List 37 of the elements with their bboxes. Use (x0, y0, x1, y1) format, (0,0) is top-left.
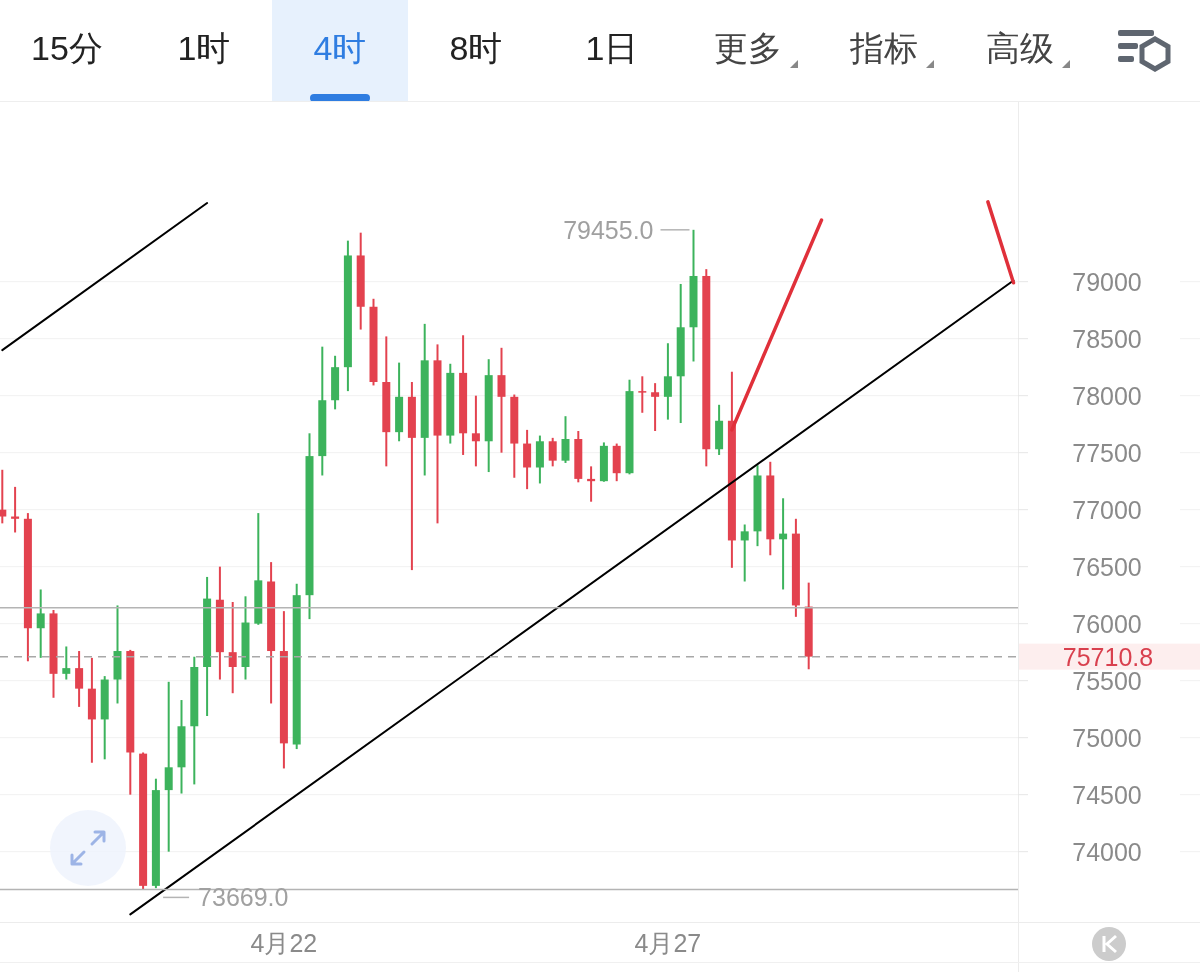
candlestick (75, 650, 84, 708)
text: 8时 (449, 29, 503, 67)
text: 1时 (177, 29, 231, 67)
candlestick (561, 415, 570, 464)
y-tick-label: 76500 (1072, 552, 1142, 581)
y-tick-label: 74000 (1072, 837, 1142, 866)
text: 15分 (31, 29, 103, 67)
x-tick-label: 4月22 (250, 929, 318, 957)
candlestick (471, 394, 480, 468)
y-tick-label: 79000 (1072, 267, 1142, 296)
candlestick (663, 342, 672, 421)
candlestick (36, 588, 45, 659)
candlestick (164, 680, 173, 853)
y-tick-label: 78500 (1072, 324, 1142, 353)
x-tick-label: 4月27 (634, 929, 702, 957)
y-tick-label: 77500 (1072, 438, 1142, 467)
annotation: 79455.0 (563, 215, 654, 244)
candlestick (740, 523, 749, 583)
candlestick (651, 382, 660, 433)
text: 指标 (849, 29, 918, 67)
text: 1日 (585, 29, 639, 67)
candlestick (62, 645, 71, 681)
y-tick-label: 76000 (1072, 609, 1142, 638)
text: 高级 (986, 29, 1054, 67)
candlestick (548, 436, 557, 468)
candlestick (497, 346, 506, 454)
y-tick-label: 78000 (1072, 381, 1142, 410)
y-tick-label: 75000 (1072, 723, 1142, 752)
candlestick (228, 601, 237, 695)
text: 更多 (714, 29, 782, 67)
y-tick-label: 74500 (1072, 780, 1142, 809)
candlestick (0, 468, 7, 525)
candlestick (523, 428, 532, 491)
candlestick (638, 375, 647, 414)
annotation: 73669.0 (198, 883, 289, 912)
text: 4时 (313, 29, 367, 67)
y-tick-label: 77000 (1072, 495, 1142, 524)
